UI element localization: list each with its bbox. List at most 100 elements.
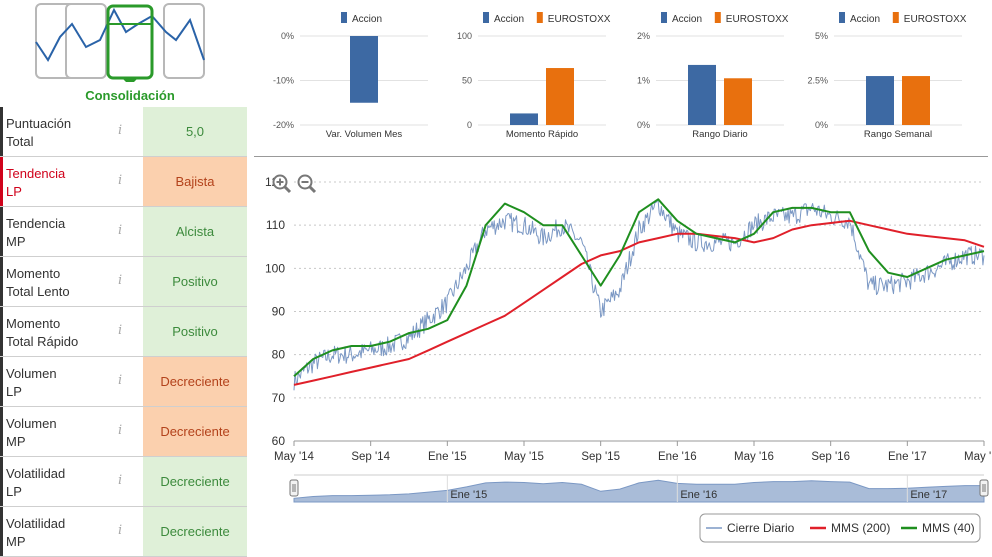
mini-bar bbox=[688, 64, 716, 125]
row-label-line1: Tendencia bbox=[6, 216, 66, 231]
signal-row: Volatilidad LP i Decreciente bbox=[0, 457, 247, 507]
y-tick-label: 110 bbox=[266, 218, 285, 232]
legend-label[interactable]: MMS (200) bbox=[831, 521, 890, 535]
pattern-label: Consolidación bbox=[85, 88, 175, 103]
mini-tick-label: 50 bbox=[462, 76, 472, 86]
mini-bar bbox=[546, 68, 574, 125]
navigator-label: Ene '15 bbox=[450, 489, 487, 501]
mini-tick-label: 1% bbox=[637, 76, 650, 86]
price-line-mms40 bbox=[293, 198, 985, 378]
signal-row: Momento Total Rápido i Positivo bbox=[0, 307, 247, 357]
x-tick-label: Sep '14 bbox=[351, 451, 390, 463]
legend-item-cierre[interactable]: Cierre Diario bbox=[706, 521, 795, 535]
row-indicator bbox=[0, 257, 3, 306]
mini-chart-title: Var. Volumen Mes bbox=[326, 129, 403, 140]
mini-bar bbox=[350, 36, 378, 103]
mini-bar bbox=[866, 76, 894, 125]
signal-row: Tendencia LP i Bajista bbox=[0, 157, 247, 207]
mini-legend-swatch bbox=[536, 12, 543, 23]
zoom-out-handle[interactable] bbox=[308, 185, 317, 194]
x-tick-label: Ene '16 bbox=[658, 451, 697, 463]
row-label: Puntuación Total bbox=[6, 115, 111, 151]
signal-row: Volumen MP i Decreciente bbox=[0, 407, 247, 457]
mini-tick-label: 5% bbox=[815, 31, 828, 41]
mini-chart: 0% -10% -20% Accion Var. Volumen Mes bbox=[273, 12, 428, 140]
handle-body[interactable] bbox=[289, 479, 299, 497]
pattern-frame-2 bbox=[65, 3, 107, 79]
mini-tick-label: 2% bbox=[637, 31, 650, 41]
legend-box bbox=[699, 513, 981, 543]
info-icon[interactable]: i bbox=[118, 423, 123, 438]
price-line-mms200 bbox=[293, 219, 985, 386]
mini-chart: 100 50 0 Accion EUROSTOXX Momento Rápido bbox=[457, 12, 611, 140]
x-tick-label: May '15 bbox=[504, 451, 544, 463]
info-icon[interactable]: i bbox=[118, 223, 123, 238]
row-value: 5,0 bbox=[143, 107, 247, 156]
info-icon[interactable]: i bbox=[118, 173, 123, 188]
x-tick-label: Ene '17 bbox=[888, 451, 927, 463]
row-label-line2: MP bbox=[6, 234, 26, 249]
mini-legend-swatch bbox=[839, 12, 845, 23]
row-indicator bbox=[0, 157, 3, 206]
zoom-in-handle[interactable] bbox=[283, 185, 292, 194]
row-value: Decreciente bbox=[143, 357, 247, 406]
mini-tick-label: 0% bbox=[281, 31, 294, 41]
info-icon[interactable]: i bbox=[118, 123, 123, 138]
mini-tick-label: 2.5% bbox=[807, 76, 828, 86]
row-label-line1: Tendencia bbox=[6, 166, 66, 181]
navigator-label: Ene '17 bbox=[910, 489, 947, 501]
row-label-line1: Volatilidad bbox=[6, 516, 66, 531]
row-label: Momento Total Lento bbox=[6, 265, 111, 301]
info-icon[interactable]: i bbox=[118, 373, 123, 388]
row-indicator bbox=[0, 307, 3, 356]
mini-legend-swatch bbox=[341, 12, 347, 23]
legend-label[interactable]: Cierre Diario bbox=[727, 521, 795, 535]
row-label-line2: Total Rápido bbox=[6, 334, 79, 349]
legend-item-mms40[interactable]: MMS (40) bbox=[901, 521, 975, 535]
chart-legend: Cierre Diario MMS (200) MMS (40) bbox=[699, 513, 981, 543]
mini-bar bbox=[510, 113, 538, 125]
info-icon[interactable]: i bbox=[118, 473, 123, 488]
row-label-line1: Momento bbox=[6, 266, 61, 281]
row-label: Volumen MP bbox=[6, 415, 111, 451]
info-icon[interactable]: i bbox=[118, 323, 123, 338]
zoom-in-icon[interactable] bbox=[272, 174, 292, 194]
row-label-line2: MP bbox=[6, 434, 26, 449]
header-divider bbox=[254, 156, 988, 157]
signal-row: Puntuación Total i 5,0 bbox=[0, 107, 247, 157]
navigator-label: Ene '16 bbox=[680, 489, 717, 501]
zoom-out-icon[interactable] bbox=[297, 174, 317, 194]
legend-item-mms200[interactable]: MMS (200) bbox=[810, 521, 890, 535]
mini-legend-label: Accion bbox=[352, 14, 382, 25]
navigator-handle-left[interactable] bbox=[289, 479, 299, 497]
row-label-line2: Total Lento bbox=[6, 284, 70, 299]
mini-legend-swatch bbox=[661, 12, 667, 23]
y-tick-label: 70 bbox=[272, 391, 286, 405]
mini-tick-label: 0% bbox=[637, 120, 650, 130]
row-indicator bbox=[0, 207, 3, 256]
y-tick-label: 60 bbox=[272, 434, 286, 448]
mini-legend-label: Accion bbox=[850, 14, 880, 25]
x-tick-label: Sep '16 bbox=[811, 451, 850, 463]
row-label-line2: Total bbox=[6, 134, 34, 149]
pattern-frame-selected bbox=[106, 4, 154, 80]
handle-body[interactable] bbox=[979, 479, 989, 497]
row-value: Decreciente bbox=[143, 507, 247, 556]
row-label: Volatilidad MP bbox=[6, 515, 111, 551]
info-icon[interactable]: i bbox=[118, 523, 123, 538]
consolidation-pattern-icon bbox=[35, 3, 205, 82]
mini-legend-swatch bbox=[714, 12, 721, 23]
navigator-handle-right[interactable] bbox=[979, 479, 989, 497]
legend-label[interactable]: MMS (40) bbox=[922, 521, 975, 535]
row-indicator bbox=[0, 507, 3, 556]
row-label-line2: LP bbox=[6, 484, 22, 499]
mini-chart-title: Rango Semanal bbox=[864, 129, 932, 140]
row-label: Volatilidad LP bbox=[6, 465, 111, 501]
info-icon[interactable]: i bbox=[118, 273, 123, 288]
mini-legend-label: Accion bbox=[672, 14, 702, 25]
mini-tick-label: 100 bbox=[457, 31, 472, 41]
signal-row: Volatilidad MP i Decreciente bbox=[0, 507, 247, 557]
row-indicator bbox=[0, 407, 3, 456]
mini-bar bbox=[902, 76, 930, 125]
pattern-frame-4 bbox=[163, 3, 205, 79]
